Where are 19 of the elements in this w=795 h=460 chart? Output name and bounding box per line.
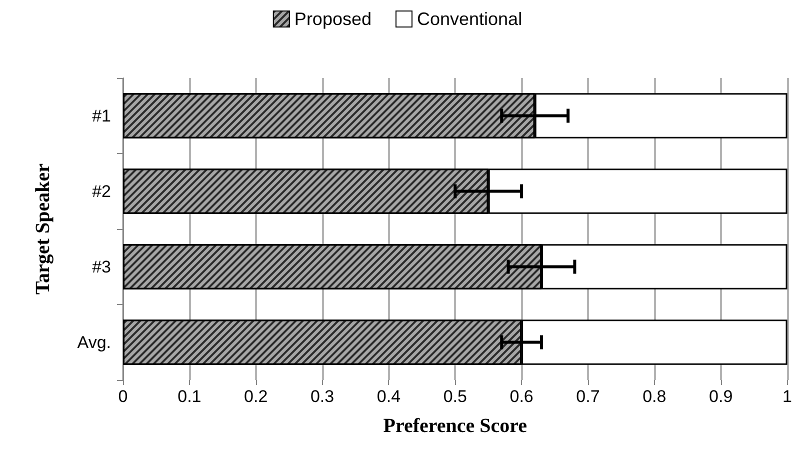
legend-label: Conventional [416,9,522,29]
x-axis-title: Preference Score [383,415,528,437]
legend-label: Proposed [294,9,372,29]
x-tick-label: 0.7 [576,387,600,406]
x-tick-label: 1 [782,387,792,406]
x-tick-label: 0.4 [376,387,401,406]
y-tick-label: #2 [92,182,111,201]
x-tick-label: 0.6 [510,387,534,406]
y-tick-label: #3 [92,257,111,276]
x-tick-label: 0.8 [642,387,666,406]
x-tick-label: 0.2 [244,387,268,406]
x-tick-label: 0 [118,387,128,406]
x-tick-label: 0.5 [443,387,467,406]
x-tick-label: 0.1 [178,387,202,406]
y-axis-title: Target Speaker [32,163,54,294]
y-tick-label: #1 [92,106,111,126]
y-tick-label: Avg. [77,332,111,352]
x-tick-label: 0.9 [709,387,733,406]
x-tick-label: 0.3 [310,387,334,406]
